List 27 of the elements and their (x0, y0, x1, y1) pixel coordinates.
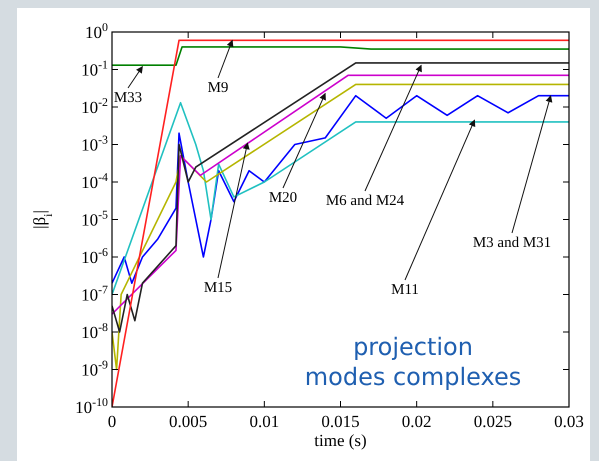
annotation: M15 (204, 280, 232, 296)
x-tick-label: 0 (108, 412, 116, 431)
y-tick-label: 10$^{-7}$ (81, 282, 108, 304)
x-tick-label: 0.015 (321, 412, 360, 431)
annotation: M20 (268, 190, 298, 206)
y-tick-label: 10$^{0}$ (85, 20, 108, 42)
annotation: M3 and M31 (472, 235, 552, 251)
x-tick-label: 0.025 (474, 412, 512, 431)
annotation: M9 (208, 80, 228, 96)
y-tick-label: 10$^{-6}$ (81, 245, 108, 267)
annotation: projection modes complexes (304, 333, 522, 391)
x-axis-title: time (s) (314, 431, 367, 450)
annotation: M11 (391, 282, 419, 298)
x-tick-label: 0.03 (554, 412, 584, 431)
y-tick-label: 10$^{-1}$ (81, 58, 108, 80)
y-tick-label: 10$^{-5}$ (81, 208, 108, 230)
y-tick-label: 10$^{-2}$ (81, 95, 108, 117)
annotation: M6 and M24 (326, 193, 405, 209)
y-tick-label: 10$^{-8}$ (81, 320, 108, 342)
x-tick-label: 0.005 (169, 412, 208, 431)
annotation: M33 (114, 90, 142, 106)
y-tick-label: 10$^{-10}$ (75, 395, 108, 417)
y-tick-label: 10$^{-4}$ (81, 170, 108, 192)
x-tick-label: 0.02 (402, 412, 432, 431)
x-tick-label: 0.01 (249, 412, 280, 431)
y-tick-label: 10$^{-9}$ (81, 358, 108, 380)
y-tick-label: 10$^{-3}$ (81, 132, 108, 154)
